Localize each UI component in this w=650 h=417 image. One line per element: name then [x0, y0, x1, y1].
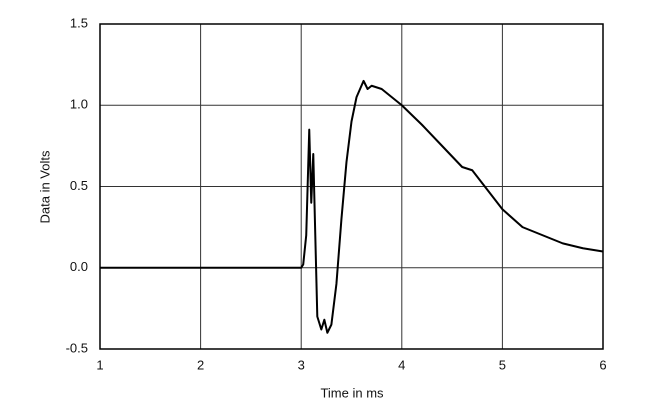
x-tick-label: 2 [197, 357, 204, 372]
y-tick-label: 0.5 [70, 178, 88, 193]
x-tick-label: 6 [599, 357, 606, 372]
y-tick-label: 0.0 [70, 259, 88, 274]
y-tick-label: 1.0 [70, 97, 88, 112]
y-axis-label: Data in Volts [37, 150, 52, 223]
y-tick-label: -0.5 [66, 340, 88, 355]
x-tick-label: 1 [96, 357, 103, 372]
plot-frame [99, 23, 604, 350]
y-tick-label: 1.5 [70, 15, 88, 30]
x-tick-label: 4 [398, 357, 405, 372]
data-line [100, 79, 604, 334]
x-axis-label: Time in ms [320, 385, 384, 400]
x-tick-label: 5 [499, 357, 506, 372]
x-tick-label: 3 [298, 357, 305, 372]
